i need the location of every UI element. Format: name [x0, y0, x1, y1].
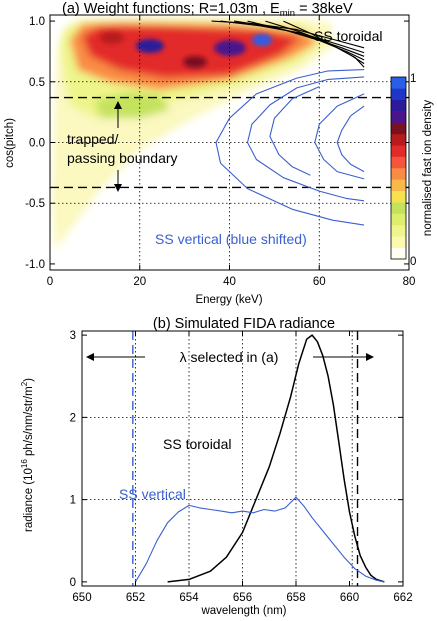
- colorbar-step: [391, 156, 406, 169]
- panel-b-ticks: 650 652 654 656 658 660 662 0 1 2 3: [70, 330, 413, 604]
- colorbar-step: [391, 236, 406, 248]
- panel-b-ytick-label: 1: [70, 495, 76, 507]
- panel-a-xtick-label: 40: [223, 276, 236, 288]
- annotation-ss-vertical-b: SS vertical: [119, 486, 186, 502]
- annotation-boundary-line2: passing boundary: [67, 150, 178, 166]
- panel-a-title: (a) Weight functions; R=1.03m , Emin = 3…: [62, 1, 353, 19]
- heatmap-region-red: [82, 26, 300, 78]
- panel-a-ylabel: cos(pitch): [4, 118, 16, 168]
- panel-b-xtick-label: 652: [126, 592, 145, 604]
- panel-b-xtick-label: 662: [393, 592, 412, 604]
- colorbar-step: [391, 111, 406, 123]
- panel-a-xtick-label: 0: [47, 276, 53, 288]
- arrow-down-head: [114, 184, 122, 192]
- colorbar-step: [391, 168, 406, 180]
- lambda-arrow-right-head: [366, 353, 374, 361]
- panel-b-xtick-label: 654: [179, 592, 199, 604]
- panel-a-ytick-label: -1.0: [25, 259, 45, 271]
- annotation-ss-toroidal-a: SS toroidal: [314, 28, 382, 44]
- contour-ss-toroidal: [247, 20, 365, 61]
- panel-a-grid: [50, 15, 409, 270]
- contour-ss-vertical: [336, 105, 365, 173]
- panel-a-xtick-label: 80: [403, 276, 416, 288]
- panel-a-ytick-label: 0.0: [29, 138, 45, 150]
- colorbar-frame: [390, 76, 407, 260]
- panel-a-ticks: 0 20 40 60 80 -1.0 -0.5 0.0 0.5 1.0: [25, 15, 415, 288]
- colorbar-step: [391, 202, 406, 214]
- contour-ss-vertical: [246, 76, 365, 202]
- panel-a-xtick-label: 60: [313, 276, 326, 288]
- panel-b-ylabel: radiance (1016 ph/s/nm/str/m2): [20, 378, 35, 532]
- contour-ss-vertical: [269, 86, 320, 176]
- panel-a-ytick-label: -0.5: [25, 198, 45, 210]
- contour-ss-vertical: [314, 93, 365, 180]
- panel-a-xtick-label: 20: [133, 276, 146, 288]
- colorbar-step: [391, 190, 406, 203]
- panel-b-xtick-label: 658: [286, 592, 305, 604]
- panel-a-contours: [211, 20, 365, 226]
- contour-ss-toroidal: [233, 20, 365, 57]
- lambda-selected-arrows: [86, 353, 374, 361]
- colorbar-step: [391, 88, 406, 101]
- panel-a-ytick-label: 0.5: [29, 77, 45, 89]
- panel-a-xlabel: Energy (keV): [195, 294, 262, 306]
- colorbar-step: [391, 133, 406, 146]
- panel-b-series: [135, 334, 385, 583]
- heatmap-core-5: [100, 32, 124, 44]
- panel-b-xtick-label: 656: [233, 592, 252, 604]
- panel-b-xtick-label: 650: [72, 592, 91, 604]
- panel-b-xtick-label: 660: [340, 592, 359, 604]
- colorbar-tick-1: 1: [410, 73, 416, 85]
- panel-a-ytick-label: 1.0: [29, 16, 45, 28]
- contour-ss-vertical: [215, 69, 365, 226]
- colorbar-label: normalised fast ion density: [422, 100, 434, 236]
- colorbar-step: [391, 77, 406, 89]
- annotation-boundary-line1: trapped/: [67, 131, 118, 147]
- panel-b-xlabel: wavelength (nm): [200, 605, 286, 617]
- panel-b-grid: [82, 331, 403, 586]
- heatmap-core-4: [252, 34, 272, 46]
- colorbar: [391, 77, 406, 260]
- colorbar-step: [391, 179, 406, 192]
- colorbar-step: [391, 213, 406, 226]
- series-line-ss-toroidal: [167, 334, 385, 583]
- panel-b-title: (b) Simulated FIDA radiance: [153, 316, 335, 332]
- heatmap-core-3: [183, 56, 207, 68]
- contour-ss-toroidal: [220, 20, 365, 54]
- selected-range-lines: [132, 331, 359, 586]
- colorbar-step: [391, 224, 406, 237]
- annotation-ss-vertical-a: SS vertical (blue shifted): [155, 231, 307, 247]
- arrow-up-head: [114, 101, 122, 109]
- panel-a-heatmap: [52, 17, 335, 250]
- lambda-arrow-left-head: [86, 353, 94, 361]
- heatmap-core-1: [136, 39, 164, 53]
- panel-b-ytick-label: 0: [70, 577, 76, 589]
- colorbar-step: [391, 145, 406, 157]
- panel-b-ytick-label: 2: [70, 412, 76, 424]
- annotation-ss-toroidal-b: SS toroidal: [163, 436, 231, 452]
- trapped-passing-boundary: [50, 96, 409, 189]
- annotation-lambda-selected: λ selected in (a): [180, 349, 279, 365]
- heatmap-core-2: [214, 40, 246, 56]
- boundary-arrows: [114, 101, 122, 192]
- colorbar-step: [391, 247, 406, 260]
- colorbar-step: [391, 122, 406, 135]
- contour-ss-toroidal: [283, 20, 365, 68]
- series-line-ss-vertical: [135, 496, 385, 583]
- colorbar-tick-0: 0: [410, 256, 416, 268]
- heatmap-region-green: [95, 92, 170, 118]
- panel-b-ytick-label: 3: [70, 330, 76, 342]
- colorbar-step: [391, 99, 406, 112]
